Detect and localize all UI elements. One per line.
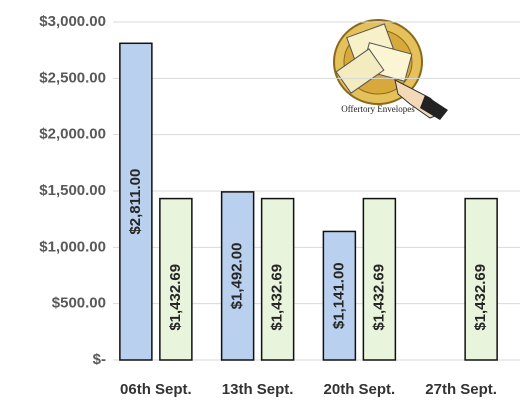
value-label: $2,811.00: [127, 169, 144, 235]
y-tick-label: $-: [93, 351, 106, 368]
value-label: $1,141.00: [330, 262, 347, 329]
value-label: $1,492.00: [229, 243, 246, 310]
y-tick-label: $500.00: [52, 295, 106, 312]
y-tick-label: $2,000.00: [39, 126, 106, 143]
value-label: $1,432.69: [472, 264, 489, 331]
y-tick-label: $1,000.00: [39, 238, 106, 255]
value-label: $1,432.69: [370, 264, 387, 331]
x-tick-label: 06th Sept.: [120, 381, 192, 398]
x-tick-label: 20th Sept.: [324, 381, 396, 398]
x-tick-label: 27th Sept.: [425, 381, 497, 398]
value-label: $1,432.69: [167, 264, 184, 331]
value-label: $1,432.69: [269, 264, 286, 331]
y-tick-label: $2,500.00: [39, 69, 106, 86]
y-tick-label: $1,500.00: [39, 182, 106, 199]
x-tick-label: 13th Sept.: [222, 381, 294, 398]
y-tick-label: $3,000.00: [39, 13, 106, 30]
chart: Offertory Envelopes $- $500.00 $1,000.00 $1…: [0, 0, 522, 402]
annotation: Offertory Envelopes: [341, 104, 415, 114]
